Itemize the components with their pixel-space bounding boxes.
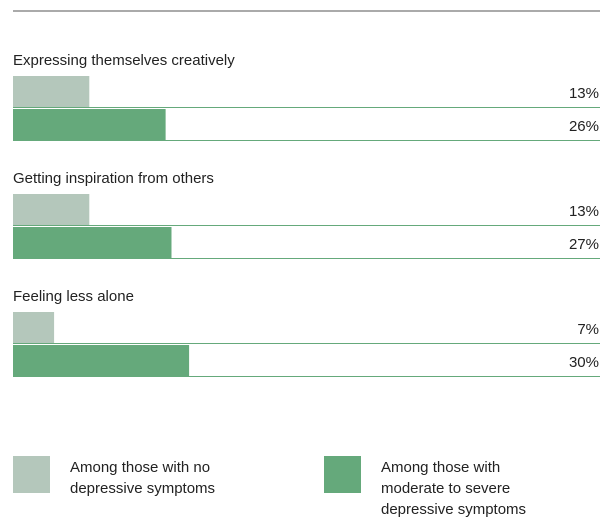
legend-item-moderate-severe: Among those with moderate to severe depr…: [324, 456, 581, 520]
legend-label-no-symptoms: Among those with no depressive symptoms: [70, 457, 270, 499]
legend-label-line: Among those with no: [70, 459, 211, 476]
bar: [13, 76, 90, 107]
legend-label-line: Among those with: [381, 459, 501, 476]
legend-label-line: depressive symptoms: [70, 480, 216, 497]
legend-label-line: depressive symptoms: [381, 501, 527, 518]
bar: [13, 345, 190, 376]
bar-value-label: 7%: [577, 321, 599, 338]
bar: [13, 312, 55, 343]
bar-chart: Expressing themselves creatively 13% 26% Ge…: [13, 10, 600, 377]
bar-value-label: 13%: [569, 203, 599, 220]
legend-swatch-moderate-severe: [324, 456, 361, 493]
category-label: Feeling less alone: [13, 288, 134, 305]
legend-swatch-no-symptoms: [13, 456, 50, 493]
legend-item-no-symptoms: Among those with no depressive symptoms: [13, 456, 270, 499]
bar-value-label: 30%: [569, 354, 599, 371]
bar-value-label: 27%: [569, 236, 599, 253]
legend-label-line: moderate to severe: [381, 480, 511, 497]
category-label: Getting inspiration from others: [13, 170, 214, 187]
legend-label-moderate-severe: Among those with moderate to severe depr…: [381, 457, 581, 520]
bar: [13, 227, 172, 258]
bar-value-label: 26%: [569, 118, 599, 135]
category-label: Expressing themselves creatively: [13, 52, 235, 69]
bar-value-label: 13%: [569, 85, 599, 102]
bar: [13, 194, 90, 225]
bar: [13, 109, 166, 140]
